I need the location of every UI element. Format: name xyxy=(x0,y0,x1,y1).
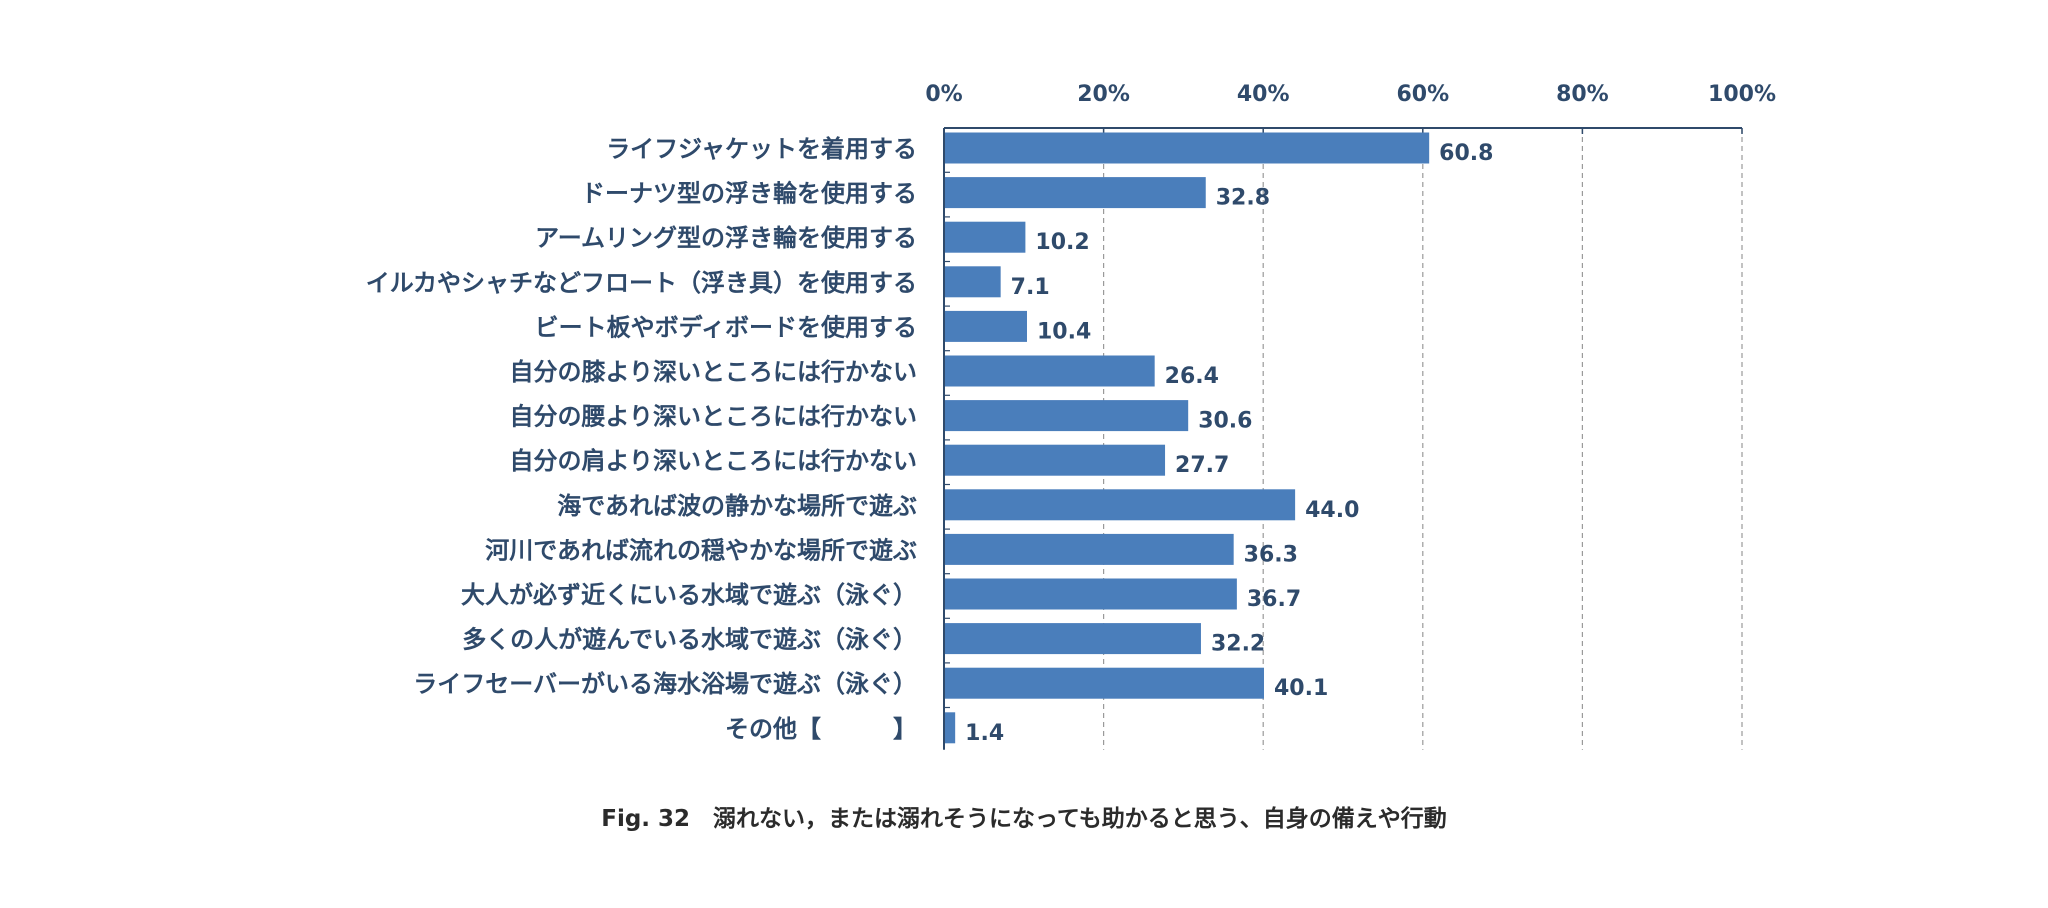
category-label: アームリング型の浮き輪を使用する xyxy=(535,224,917,252)
value-label: 36.3 xyxy=(1244,542,1298,567)
category-label: 自分の膝より深いところには行かない xyxy=(509,358,917,386)
value-label: 30.6 xyxy=(1198,409,1252,434)
x-tick-label: 100% xyxy=(1708,82,1776,107)
x-tick-label: 40% xyxy=(1237,82,1290,107)
value-label: 10.2 xyxy=(1035,230,1089,255)
category-labels: ライフジャケットを着用するドーナツ型の浮き輪を使用するアームリング型の浮き輪を使… xyxy=(366,135,917,743)
axes xyxy=(943,127,1743,750)
category-label: ライフジャケットを着用する xyxy=(606,135,917,163)
value-label: 32.8 xyxy=(1216,186,1270,211)
bar xyxy=(945,221,1026,253)
value-label: 36.7 xyxy=(1247,587,1301,612)
category-label: イルカやシャチなどフロート（浮き具）を使用する xyxy=(366,269,917,297)
x-tick-label: 80% xyxy=(1556,82,1609,107)
value-label: 44.0 xyxy=(1305,498,1359,523)
bar xyxy=(945,623,1201,655)
x-tick-label: 20% xyxy=(1077,82,1130,107)
value-label: 7.1 xyxy=(1011,275,1050,300)
value-label: 1.4 xyxy=(965,721,1004,746)
grid-lines xyxy=(1102,128,1743,750)
category-label: 多くの人が遊んでいる水域で遊ぶ（泳ぐ） xyxy=(462,626,917,654)
value-label: 40.1 xyxy=(1274,676,1328,701)
value-label: 27.7 xyxy=(1175,453,1229,478)
bar xyxy=(945,444,1166,476)
bar xyxy=(945,310,1027,342)
value-label: 10.4 xyxy=(1037,319,1091,344)
bars xyxy=(945,132,1430,744)
bar xyxy=(945,667,1264,699)
category-label: 大人が必ず近くにいる水域で遊ぶ（泳ぐ） xyxy=(461,581,917,609)
category-label: ライフセーバーがいる海水浴場で遊ぶ（泳ぐ） xyxy=(413,670,917,698)
bar xyxy=(945,266,1001,298)
bar xyxy=(945,132,1430,164)
bar xyxy=(945,489,1296,521)
bar xyxy=(945,400,1189,432)
figure-caption: Fig. 32 溺れない，または溺れそうになっても助かると思う、自身の備えや行動 xyxy=(601,805,1447,832)
category-label: その他【 】 xyxy=(725,715,917,743)
category-label: 自分の肩より深いところには行かない xyxy=(509,447,917,475)
bar xyxy=(945,712,956,744)
value-label: 32.2 xyxy=(1211,632,1265,657)
bar xyxy=(945,578,1237,610)
x-tick-label: 0% xyxy=(925,82,962,107)
x-tick-label: 60% xyxy=(1396,82,1449,107)
bar xyxy=(945,533,1234,565)
category-label: 海であれば波の静かな場所で遊ぶ xyxy=(557,492,917,520)
category-label: 河川であれば流れの穏やかな場所で遊ぶ xyxy=(485,536,917,564)
bar xyxy=(945,355,1155,387)
category-label: ドーナツ型の浮き輪を使用する xyxy=(581,180,917,208)
value-labels: 60.8 32.8 10.2 7.1 10.4 26.4 30.6 27.7 44.0 36.3 3… xyxy=(965,141,1493,746)
value-label: 26.4 xyxy=(1165,364,1219,389)
x-tick-labels: 0% 20% 40% 60% 80% 100% xyxy=(925,82,1776,107)
category-label: 自分の腰より深いところには行かない xyxy=(509,403,917,431)
value-label: 60.8 xyxy=(1439,141,1493,166)
bar xyxy=(945,177,1206,209)
category-label: ビート板やボディボードを使用する xyxy=(535,313,917,341)
